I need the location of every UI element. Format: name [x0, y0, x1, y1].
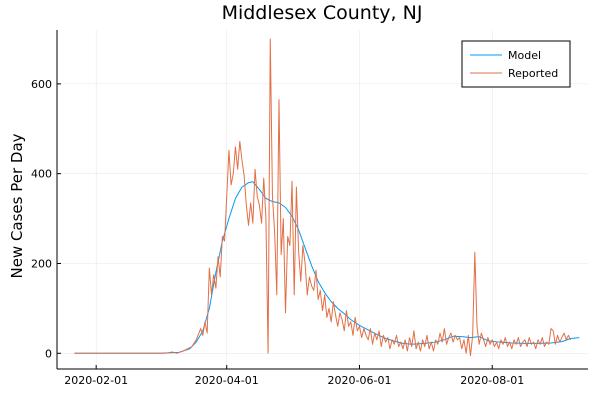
series-lines — [74, 38, 580, 357]
series-line-reported — [74, 38, 572, 357]
legend: Model Reported — [461, 40, 571, 88]
y-tick-label: 400 — [31, 168, 52, 181]
axes: 2020-02-01 2020-04-01 2020-06-01 2020-08-01… — [31, 30, 588, 387]
x-tick-label: 2020-04-01 — [195, 374, 259, 387]
y-tick-label: 0 — [45, 347, 52, 360]
x-tick-label: 2020-06-01 — [328, 374, 392, 387]
legend-box — [461, 40, 571, 88]
legend-label-model: Model — [508, 49, 541, 62]
y-axis-label: New Cases Per Day — [8, 133, 26, 278]
x-tick-label: 2020-08-01 — [460, 374, 524, 387]
y-tick-label: 200 — [31, 257, 52, 270]
y-tick-label: 600 — [31, 78, 52, 91]
chart-title: Middlesex County, NJ — [222, 2, 423, 24]
x-tick-label: 2020-02-01 — [64, 374, 128, 387]
legend-label-reported: Reported — [508, 67, 558, 80]
